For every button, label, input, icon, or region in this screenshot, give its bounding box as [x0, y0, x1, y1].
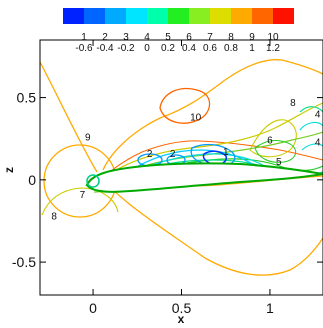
- legend-swatch-4: [126, 8, 147, 24]
- contour-label-9: 5: [276, 157, 282, 168]
- y-tick-label-0: 0.5: [17, 90, 37, 106]
- legend-level-10: 10: [267, 32, 279, 43]
- legend-value-9: 1: [249, 43, 255, 54]
- contour-label-10: 7: [80, 190, 86, 201]
- legend-value-10: 1.2: [266, 43, 280, 54]
- contour-line-level-3: [127, 149, 263, 173]
- contour-line-level-4: [301, 143, 323, 151]
- airfoil-outline: [85, 162, 323, 193]
- legend-swatch-10: [252, 8, 273, 24]
- contour-line-level-10: [97, 140, 323, 184]
- legend-value-4: 0: [144, 43, 150, 54]
- y-tick-label-2: -0.5: [12, 254, 36, 270]
- legend-level-2: 2: [102, 32, 108, 43]
- legend-swatch-5: [147, 8, 168, 24]
- x-axis-label: x: [178, 312, 185, 326]
- legend-level-3: 3: [123, 32, 129, 43]
- contour-label-2: 4: [315, 109, 321, 120]
- contour-label-5: 4: [315, 137, 321, 148]
- legend-level-8: 8: [228, 32, 234, 43]
- contour-label-8: 1: [223, 147, 229, 158]
- leading-edge-marker: [86, 174, 100, 188]
- legend-value-8: 0.8: [224, 43, 238, 54]
- axes: 0 0.5 1 0.5 0 -0.5: [12, 39, 323, 316]
- legend-swatch-9: [231, 8, 252, 24]
- contour-label-7: 2: [170, 149, 176, 160]
- x-tick-label-2: 1: [266, 300, 274, 316]
- legend-swatch-6: [168, 8, 189, 24]
- contour-line-level-4: [299, 121, 323, 131]
- legend-swatch-7: [189, 8, 210, 24]
- legend-value-6: 0.4: [182, 43, 196, 54]
- legend-value-2: -0.4: [96, 43, 114, 54]
- contour-label-1: 8: [290, 98, 296, 109]
- legend-swatch-3: [105, 8, 126, 24]
- legend-level-9: 9: [249, 32, 255, 43]
- plot-content: [40, 59, 323, 276]
- contour-line-level-6: [254, 140, 297, 163]
- legend-swatch-11: [273, 8, 294, 24]
- x-tick-label-0: 0: [89, 300, 97, 316]
- contour-line-level-9: [40, 61, 98, 173]
- contour-line-level-10: [159, 87, 211, 124]
- contour-line-level-2: [190, 143, 236, 167]
- legend-swatch-1: [63, 8, 84, 24]
- contour-label-0: 10: [190, 113, 202, 124]
- legend-level-4: 4: [144, 32, 150, 43]
- legend-level-5: 5: [165, 32, 171, 43]
- legend-level-7: 7: [207, 32, 213, 43]
- contour-label-6: 2: [147, 149, 153, 160]
- contour-line-level-8: [249, 119, 297, 158]
- contour-line-level-9: [102, 59, 323, 171]
- contour-label-11: 8: [51, 211, 57, 222]
- contour-line-level-5: [299, 106, 323, 113]
- x-tick-label-1: 0.5: [172, 300, 192, 316]
- legend: 1 2 3 4 5 6 7 8 9 10 -0.6 -0.4 -0.2 0 0.2 0.4 0.6 0.8 1 1.2: [63, 8, 294, 54]
- contour-label-4: 6: [267, 136, 273, 147]
- legend-level-1: 1: [81, 32, 87, 43]
- legend-swatch-8: [210, 8, 231, 24]
- contour-line-level-8: [41, 187, 119, 216]
- legend-swatch-2: [84, 8, 105, 24]
- legend-value-5: 0.2: [161, 43, 175, 54]
- contour-line-level-9: [97, 174, 323, 276]
- legend-level-6: 6: [186, 32, 192, 43]
- contour-label-3: 9: [85, 132, 91, 143]
- y-axis-label: z: [2, 167, 16, 173]
- legend-value-1: -0.6: [75, 43, 93, 54]
- y-tick-label-1: 0: [28, 172, 36, 188]
- legend-value-3: -0.2: [117, 43, 135, 54]
- legend-value-7: 0.6: [203, 43, 217, 54]
